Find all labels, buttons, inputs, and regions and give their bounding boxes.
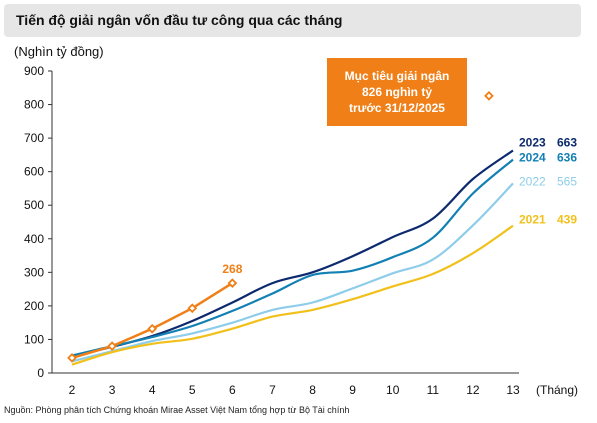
series-line-2023 (71, 149, 514, 358)
x-tick-label: 4 (149, 383, 156, 397)
y-tick-label: 300 (24, 265, 44, 279)
series-point-2025 (67, 353, 77, 363)
x-tick-label: 13 (506, 383, 520, 397)
target-point (484, 90, 494, 101)
chart-title: Tiến độ giải ngân vốn đầu tư công qua cá… (16, 12, 343, 28)
y-tick-label: 500 (24, 198, 44, 212)
series-point-2025 (227, 278, 238, 288)
x-tick-label: 3 (109, 383, 116, 397)
y-axis-unit-label: (Nghìn tỷ đồng) (14, 44, 104, 59)
series-end-value-2022: 565 (557, 174, 577, 188)
y-tick-label: 0 (37, 366, 44, 380)
y-tick-label: 900 (24, 64, 44, 78)
y-tick-label: 200 (24, 299, 44, 313)
target-annotation-line3: trước 31/12/2025 (349, 101, 445, 115)
series-legend-2021: 2021 (519, 213, 546, 227)
x-tick-label: 6 (229, 383, 236, 397)
series-legend-2022: 2022 (519, 174, 546, 188)
x-axis-label: (Tháng) (536, 383, 578, 397)
series-line-2021 (71, 224, 514, 366)
series-end-value-2023: 663 (557, 136, 577, 150)
series-end-value-2021: 439 (557, 213, 577, 227)
series-end-value-2024: 636 (557, 151, 577, 165)
x-tick-label: 10 (386, 383, 400, 397)
series-legend-2023: 2023 (519, 136, 546, 150)
target-annotation-line2: 826 nghìn tỷ (361, 85, 432, 99)
x-tick-label: 5 (189, 383, 196, 397)
x-tick-label: 12 (466, 383, 480, 397)
target-annotation-line1: Mục tiêu giải ngân (344, 69, 450, 83)
series-line-2024 (71, 158, 514, 357)
source-note: Nguồn: Phòng phân tích Chứng khoán Mirae… (4, 405, 350, 415)
series-point-2025 (147, 323, 158, 334)
series-line-2022 (71, 182, 514, 363)
y-tick-label: 100 (24, 332, 44, 346)
x-tick-label: 9 (349, 383, 356, 397)
y-tick-label: 400 (24, 232, 44, 246)
series-legend-2024: 2024 (519, 151, 546, 165)
x-tick-label: 2 (69, 383, 76, 397)
title-bar: Tiến độ giải ngân vốn đầu tư công qua cá… (4, 4, 581, 37)
series-point-2025 (187, 303, 198, 314)
series-end-value-2025: 268 (222, 262, 242, 276)
series-point-2025 (107, 341, 117, 352)
x-tick-label: 7 (269, 383, 276, 397)
target-annotation-box: Mục tiêu giải ngân 826 nghìn tỷ trước 31… (327, 58, 467, 126)
y-tick-label: 700 (24, 131, 44, 145)
y-tick-label: 600 (24, 165, 44, 179)
x-tick-label: 11 (427, 383, 440, 397)
x-tick-label: 8 (309, 383, 316, 397)
y-tick-label: 800 (24, 98, 44, 112)
